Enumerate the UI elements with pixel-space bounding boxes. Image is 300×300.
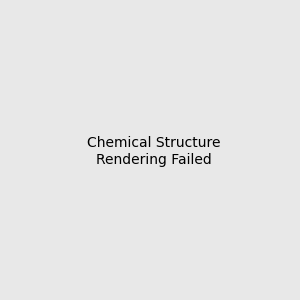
Text: Chemical Structure
Rendering Failed: Chemical Structure Rendering Failed: [87, 136, 220, 166]
